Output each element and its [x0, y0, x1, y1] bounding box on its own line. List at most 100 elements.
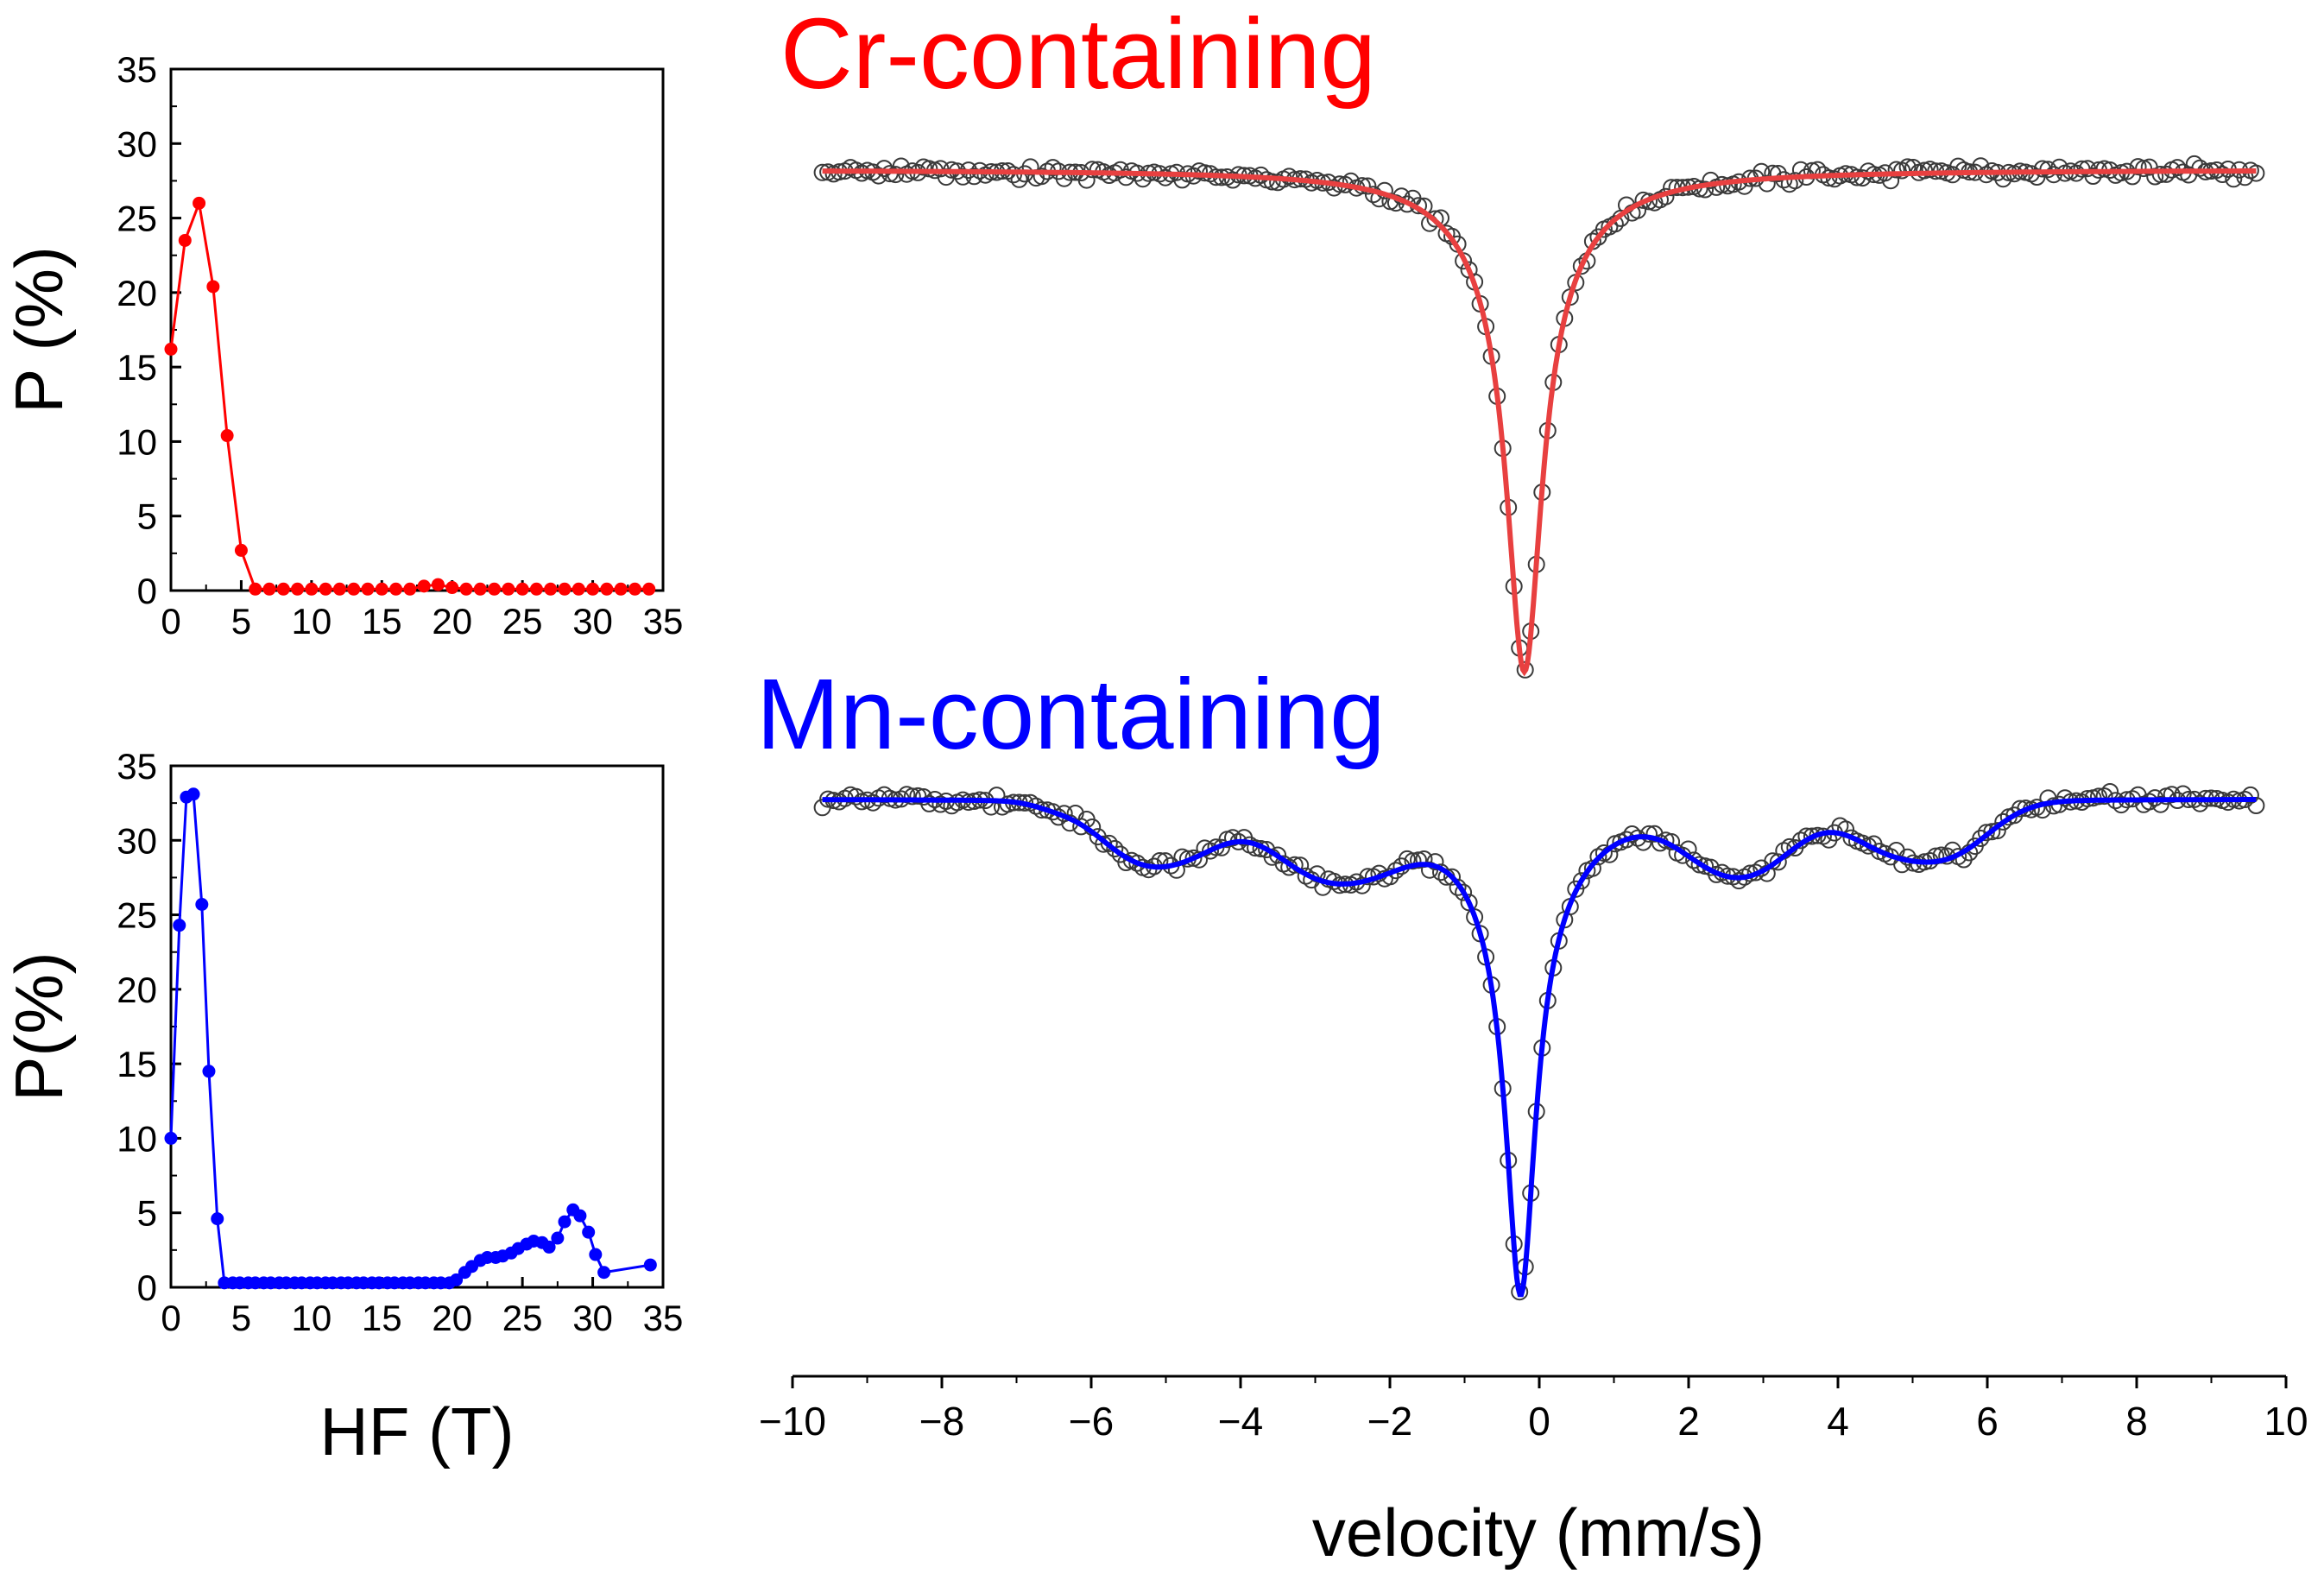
velocity-tick-label: −6 [1069, 1399, 1114, 1444]
spectrum-data-point [1033, 167, 1051, 186]
data-point [431, 578, 445, 591]
data-point [642, 582, 656, 596]
data-point [600, 582, 614, 596]
data-point [403, 582, 417, 596]
y-tick-label: 15 [117, 1044, 157, 1084]
velocity-tick-label: −2 [1367, 1399, 1412, 1444]
data-point [473, 582, 487, 596]
data-point [544, 582, 558, 596]
y-tick-label: 5 [137, 496, 157, 537]
x-tick-label: 35 [643, 1298, 684, 1338]
spectrum-data-point [1685, 851, 1703, 869]
spectrum-data-point [1758, 174, 1776, 193]
spectrum-data-point [1083, 161, 1102, 179]
spectrum-data-point [2095, 787, 2113, 806]
spectrum-data-point [1769, 853, 1787, 871]
data-point [186, 787, 200, 801]
y-tick-label: 30 [117, 820, 157, 861]
data-point [178, 233, 192, 247]
data-point [347, 582, 361, 596]
cr-spectrum-fit-line [822, 168, 2257, 677]
spectrum-data-point [1769, 165, 1787, 182]
data-point [389, 582, 403, 596]
data-point [417, 579, 431, 593]
spectrum-data-point [2241, 786, 2259, 804]
series-line [169, 198, 649, 591]
spectrum-data-point [2112, 796, 2131, 814]
spectrum-data-point [1410, 851, 1427, 869]
data-point [202, 1065, 216, 1078]
spectrum-data-point [1572, 872, 1590, 890]
velocity-tick-label: −8 [919, 1399, 964, 1444]
data-point [164, 1131, 178, 1145]
spectrum-data-point [1916, 161, 1934, 180]
mn-hf-data-marks [164, 787, 657, 1290]
x-tick-label: 30 [572, 601, 613, 641]
spectrum-data-point [1404, 852, 1422, 870]
cr-hf-data-marks [164, 196, 656, 596]
cr-hf-plot-frame [169, 67, 665, 592]
mn-spectrum-title: Mn-containing [756, 658, 1386, 770]
data-point [643, 1258, 657, 1272]
spectrum-data-point [2213, 166, 2232, 183]
y-tick-label: 35 [117, 746, 157, 787]
spectrum-data-point [2151, 166, 2169, 183]
velocity-axis-ticks: −10 −8 −6 −4 −2 0 2 4 6 8 10 [759, 1376, 2308, 1444]
data-point [164, 342, 178, 356]
x-tick-label: 20 [432, 601, 472, 641]
data-point [597, 1266, 611, 1280]
x-tick-label: 35 [643, 601, 684, 641]
spectrum-data-point [2050, 158, 2068, 176]
data-point [291, 582, 305, 596]
data-point [529, 582, 543, 596]
velocity-tick-label: 8 [2125, 1399, 2148, 1444]
y-tick-label: 0 [137, 571, 157, 611]
cr-spectrum-title: Cr-containing [780, 0, 1376, 110]
velocity-axis-title: velocity (mm/s) [1312, 1495, 1765, 1571]
cr-hf-y-axis-title: P (%) [1, 246, 77, 414]
x-tick-label: 5 [231, 601, 251, 641]
mn-hf-plot-frame [169, 764, 665, 1289]
cr-hf-axis-ticks: 0 5 10 15 20 25 30 35 0 5 10 15 20 25 30 35 [117, 49, 683, 641]
velocity-tick-label: −10 [759, 1399, 826, 1444]
x-tick-label: 10 [291, 601, 332, 641]
data-point [262, 582, 276, 596]
velocity-tick-label: 2 [1677, 1399, 1700, 1444]
spectrum-data-point [1623, 825, 1641, 843]
spectrum-data-point [2090, 787, 2107, 806]
data-point [558, 1215, 572, 1229]
y-tick-label: 5 [137, 1193, 157, 1234]
spectrum-data-point [1983, 823, 2001, 841]
spectrum-data-point [1100, 834, 1118, 852]
mn-hf-axis-ticks: 0 5 10 15 20 25 30 35 0 5 10 15 20 25 30 35 [117, 746, 683, 1338]
data-point [488, 582, 502, 596]
velocity-tick-label: 6 [1976, 1399, 1999, 1444]
data-point [542, 1240, 556, 1254]
data-point [589, 1248, 603, 1261]
y-tick-label: 30 [117, 123, 157, 164]
mn-spectrum-experimental-points [813, 783, 2265, 1301]
x-tick-label: 15 [362, 1298, 402, 1338]
data-point [375, 582, 388, 596]
spectrum-data-point [2056, 789, 2074, 807]
data-point [445, 581, 459, 595]
data-point [220, 429, 234, 443]
data-point [211, 1212, 224, 1226]
spectrum-data-point [1426, 853, 1444, 871]
data-point [173, 919, 186, 932]
data-point [628, 582, 641, 596]
spectrum-data-point [1106, 840, 1124, 857]
spectrum-data-point [1224, 171, 1241, 189]
data-point [502, 582, 515, 596]
y-tick-label: 0 [137, 1267, 157, 1308]
data-point [193, 196, 206, 210]
x-tick-label: 15 [362, 601, 402, 641]
data-point [614, 582, 628, 596]
data-point [276, 582, 290, 596]
spectrum-data-point [2124, 167, 2142, 186]
y-tick-label: 20 [117, 970, 157, 1010]
data-point [319, 582, 332, 596]
data-point [332, 582, 346, 596]
data-point [572, 582, 585, 596]
spectrum-data-point [931, 160, 950, 178]
